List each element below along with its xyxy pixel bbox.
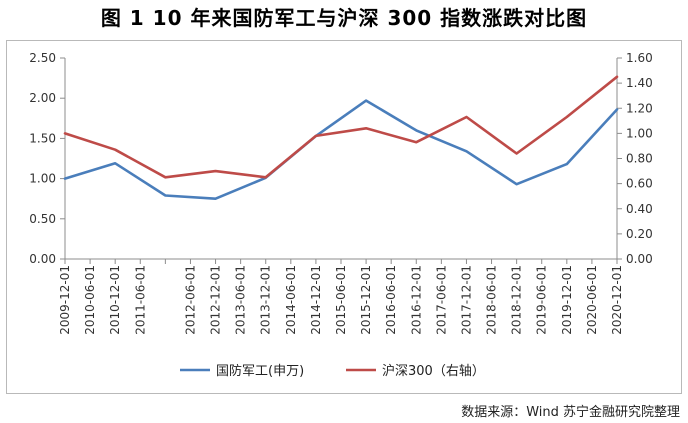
x-tick-label: 2015-12-01 <box>359 265 373 335</box>
legend-label: 沪深300（右轴） <box>382 363 485 379</box>
y-right-tick-label: 1.40 <box>626 76 653 90</box>
chart-frame <box>6 40 682 394</box>
x-tick-label: 2017-06-01 <box>434 265 448 335</box>
y-left-tick-label: 1.50 <box>29 131 56 145</box>
y-right-tick-label: 0.00 <box>626 252 653 266</box>
y-left-tick-label: 2.50 <box>29 51 56 65</box>
x-tick-label: 2014-06-01 <box>284 265 298 335</box>
x-tick-label: 2020-12-01 <box>610 265 624 335</box>
x-tick-label: 2013-06-01 <box>234 265 248 335</box>
y-left-tick-label: 1.00 <box>29 172 56 186</box>
series-line-defense <box>63 99 619 200</box>
x-tick-label: 2010-06-01 <box>83 265 97 335</box>
x-tick-label: 2012-12-01 <box>209 265 223 335</box>
x-tick-label: 2012-06-01 <box>183 265 197 335</box>
y-left-tick-label: 0.50 <box>29 212 56 226</box>
x-tick-label: 2011-06-01 <box>133 265 147 335</box>
y-left-tick-label: 2.00 <box>29 91 56 105</box>
x-tick-label: 2015-06-01 <box>334 265 348 335</box>
x-tick-label: 2016-06-01 <box>384 265 398 335</box>
x-tick-label: 2013-12-01 <box>259 265 273 335</box>
x-tick-label: 2014-12-01 <box>309 265 323 335</box>
legend-label: 国防军工(申万) <box>216 363 304 379</box>
y-right-tick-label: 0.40 <box>626 202 653 216</box>
x-tick-label: 2016-12-01 <box>409 265 423 335</box>
chart-title: 图 1 10 年来国防军工与沪深 300 指数涨跌对比图 <box>100 6 588 30</box>
x-tick-label: 2017-12-01 <box>459 265 473 335</box>
y-right-tick-label: 1.20 <box>626 101 653 115</box>
y-left-tick-label: 0.00 <box>29 252 56 266</box>
x-tick-label: 2018-12-01 <box>510 265 524 335</box>
x-tick-label: 2019-06-01 <box>535 265 549 335</box>
x-tick-label: 2018-06-01 <box>485 265 499 335</box>
x-tick-label: 2010-12-01 <box>108 265 122 335</box>
x-tick-label: 2019-12-01 <box>560 265 574 335</box>
y-right-tick-label: 0.20 <box>626 227 653 241</box>
x-tick-label: 2009-12-01 <box>58 265 72 335</box>
series-line-csi300 <box>63 75 619 179</box>
x-tick-label: 2020-06-01 <box>585 265 599 335</box>
y-right-tick-label: 1.60 <box>626 51 653 65</box>
y-right-tick-label: 0.60 <box>626 177 653 191</box>
y-right-tick-label: 1.00 <box>626 126 653 140</box>
y-right-tick-label: 0.80 <box>626 152 653 166</box>
data-source-note: 数据来源：Wind 苏宁金融研究院整理 <box>461 405 680 420</box>
